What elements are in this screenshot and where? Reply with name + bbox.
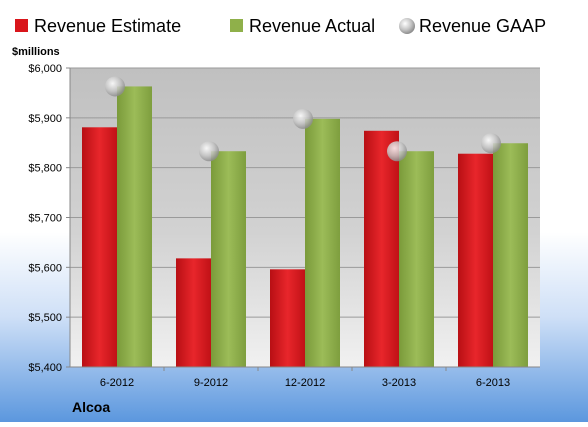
- bar-revenue-actual: [493, 143, 528, 367]
- legend: Revenue Estimate Revenue Actual Revenue GA…: [15, 16, 546, 36]
- marker-revenue-gaap: [481, 133, 501, 154]
- y-tick-label: $5,900: [28, 113, 62, 125]
- y-tick-label: $5,700: [28, 213, 62, 225]
- y-axis-label: $millions: [12, 46, 60, 58]
- bar-revenue-estimate: [176, 258, 211, 367]
- y-tick-label: $5,600: [28, 262, 62, 274]
- y-tick-label: $5,400: [28, 362, 62, 374]
- company-label: Alcoa: [72, 399, 110, 415]
- x-tick-label: 3-2013: [382, 377, 416, 389]
- y-tick-labels: $5,400 $5,500 $5,600 $5,700 $5,800 $5,900 $6,0…: [28, 63, 62, 374]
- marker-revenue-gaap: [199, 141, 219, 162]
- gaap-markers: [105, 76, 501, 162]
- x-tick-label: 9-2012: [194, 377, 228, 389]
- x-tick-label: 12-2012: [285, 377, 325, 389]
- bar-revenue-actual: [305, 118, 340, 367]
- legend-label-revenue-gaap: Revenue GAAP: [419, 16, 546, 36]
- y-tick-label: $5,500: [28, 312, 62, 324]
- legend-label-revenue-estimate: Revenue Estimate: [34, 16, 181, 36]
- y-tick-label: $5,800: [28, 163, 62, 175]
- y-tick-label: $6,000: [28, 63, 62, 75]
- bars: [82, 86, 528, 368]
- marker-revenue-gaap: [293, 108, 313, 129]
- marker-revenue-gaap: [105, 76, 125, 97]
- bar-revenue-estimate: [364, 130, 399, 367]
- legend-swatch-revenue-gaap: [399, 18, 415, 34]
- bar-revenue-actual: [399, 151, 434, 367]
- marker-revenue-gaap: [387, 141, 407, 162]
- bar-revenue-estimate: [270, 269, 305, 367]
- legend-swatch-revenue-actual: [230, 19, 243, 32]
- bar-revenue-estimate: [458, 153, 493, 367]
- x-tick-label: 6-2012: [100, 377, 134, 389]
- legend-swatch-revenue-estimate: [15, 19, 28, 32]
- legend-label-revenue-actual: Revenue Actual: [249, 16, 375, 36]
- bar-revenue-actual: [211, 151, 246, 367]
- x-tick-labels: 6-2012 9-2012 12-2012 3-2013 6-2013: [100, 377, 510, 389]
- x-tick-label: 6-2013: [476, 377, 510, 389]
- bar-revenue-actual: [117, 86, 152, 368]
- bar-revenue-estimate: [82, 127, 117, 367]
